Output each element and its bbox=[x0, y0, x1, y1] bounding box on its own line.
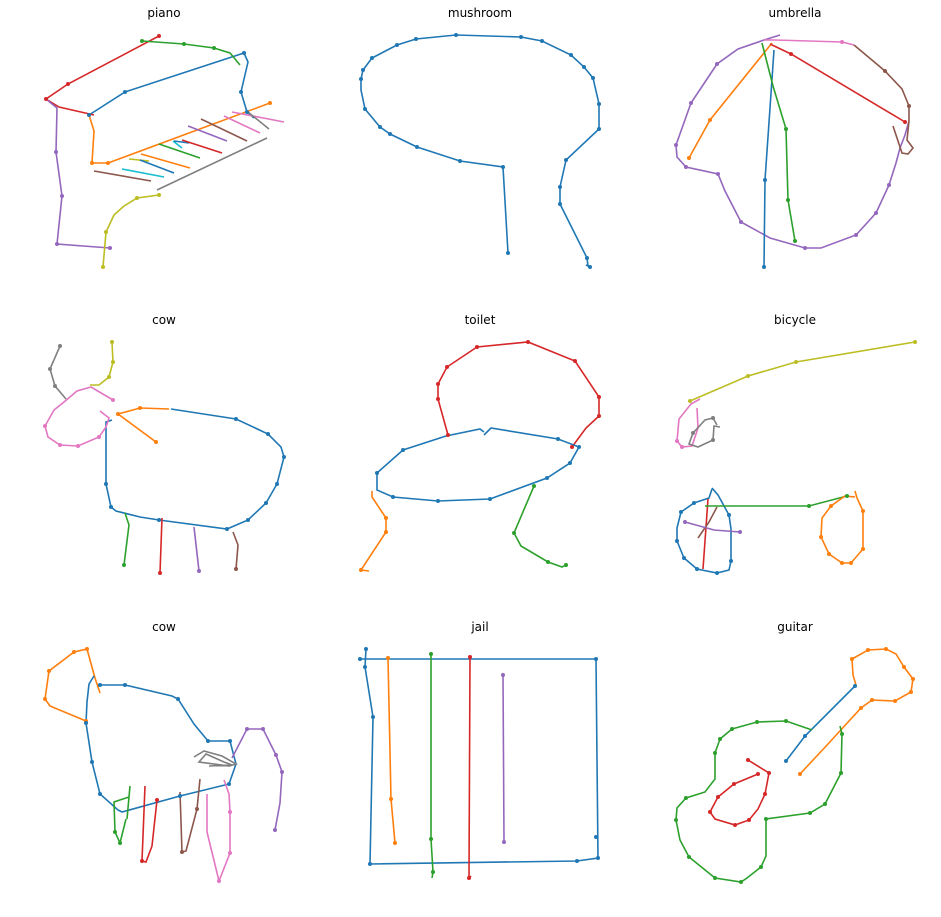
stroke-gray bbox=[193, 750, 239, 767]
stroke-purple-keys bbox=[187, 125, 228, 142]
stroke-green bbox=[113, 785, 131, 846]
sketch-bicycle bbox=[675, 340, 917, 575]
sketch-guitar bbox=[674, 647, 915, 884]
stroke-blue bbox=[376, 427, 581, 502]
sketch-mushroom bbox=[359, 33, 601, 269]
stroke-gray bbox=[156, 111, 270, 191]
stroke-dots bbox=[43, 340, 286, 575]
panel-umbrella: umbrella bbox=[645, 0, 941, 300]
stroke-red bbox=[702, 498, 709, 570]
stroke-blue bbox=[360, 648, 599, 865]
stroke-gray bbox=[687, 417, 721, 448]
stroke-olive bbox=[102, 158, 160, 268]
stroke-orange bbox=[820, 490, 864, 564]
stroke-purple bbox=[675, 34, 910, 249]
stroke-dots bbox=[674, 40, 911, 269]
stroke-purple bbox=[193, 526, 200, 572]
stroke-orange bbox=[116, 407, 170, 443]
stroke-brown bbox=[93, 118, 248, 182]
panel-title: cow bbox=[152, 313, 176, 327]
panel-title: toilet bbox=[464, 313, 496, 327]
stroke-dots bbox=[359, 340, 601, 572]
stroke-orange bbox=[44, 648, 101, 722]
stroke-blue bbox=[359, 33, 601, 269]
stroke-purple bbox=[502, 674, 505, 843]
sketch-umbrella bbox=[674, 34, 915, 269]
stroke-red bbox=[468, 656, 472, 880]
panel-title: guitar bbox=[777, 620, 813, 634]
panel-title: jail bbox=[471, 620, 489, 634]
stroke-dots bbox=[44, 34, 272, 269]
stroke-pink bbox=[206, 779, 231, 884]
stroke-red bbox=[437, 341, 600, 448]
stroke-red bbox=[141, 785, 158, 863]
stroke-brown bbox=[232, 531, 239, 570]
stroke-purple bbox=[45, 98, 111, 249]
stroke-pink bbox=[223, 111, 285, 134]
stroke-red bbox=[709, 759, 770, 826]
panel-toilet: toilet bbox=[330, 307, 630, 607]
stroke-cyan bbox=[121, 140, 183, 178]
stroke-gray bbox=[49, 345, 67, 400]
stroke-green bbox=[123, 512, 130, 566]
sketch-cow-1 bbox=[43, 340, 286, 575]
sketch-toilet bbox=[359, 340, 601, 572]
stroke-blue-keys bbox=[139, 140, 190, 174]
panel-mushroom: mushroom bbox=[330, 0, 630, 300]
panel-title: cow bbox=[152, 620, 176, 634]
stroke-brown bbox=[697, 506, 718, 539]
stroke-blue bbox=[105, 408, 285, 530]
panel-bicycle: bicycle bbox=[645, 307, 941, 607]
sketch-cow-2 bbox=[43, 647, 284, 884]
stroke-dots bbox=[675, 340, 917, 575]
stroke-pink bbox=[676, 398, 701, 448]
stroke-dots bbox=[43, 647, 284, 883]
panel-piano: piano bbox=[14, 0, 314, 300]
stroke-pink bbox=[764, 39, 855, 46]
stroke-orange bbox=[799, 648, 914, 775]
stroke-blue bbox=[88, 52, 255, 119]
stroke-dots bbox=[358, 647, 600, 880]
stroke-purple bbox=[684, 521, 741, 533]
stroke-orange bbox=[387, 657, 396, 844]
stroke-brown bbox=[179, 778, 201, 854]
stroke-red bbox=[159, 517, 163, 574]
panel-title: mushroom bbox=[447, 6, 513, 20]
stroke-orange bbox=[88, 102, 271, 164]
stroke-blue bbox=[785, 685, 856, 762]
stroke-purple bbox=[231, 728, 283, 831]
stroke-olive bbox=[689, 341, 916, 402]
stroke-blue bbox=[85, 675, 237, 813]
stroke-orange bbox=[359, 491, 387, 572]
panel-title: piano bbox=[147, 6, 181, 20]
stroke-red bbox=[44, 35, 160, 116]
stroke-green bbox=[513, 485, 567, 568]
stroke-green bbox=[705, 495, 848, 507]
panel-title: bicycle bbox=[774, 313, 816, 327]
stroke-green bbox=[141, 40, 241, 66]
sketch-piano bbox=[44, 34, 285, 269]
stroke-dots bbox=[674, 647, 915, 884]
sketch-jail bbox=[358, 647, 600, 880]
stroke-green bbox=[430, 654, 434, 879]
panel-cow-1: cow bbox=[14, 307, 314, 607]
panel-title: umbrella bbox=[768, 6, 822, 20]
panel-cow-2: cow bbox=[14, 614, 314, 914]
stroke-brown bbox=[853, 44, 915, 155]
stroke-green bbox=[675, 720, 843, 883]
panel-guitar: guitar bbox=[645, 614, 941, 914]
stroke-pink bbox=[44, 386, 114, 447]
panel-jail: jail bbox=[330, 614, 630, 914]
stroke-green-keys bbox=[140, 139, 223, 169]
stroke-orange bbox=[688, 42, 773, 159]
